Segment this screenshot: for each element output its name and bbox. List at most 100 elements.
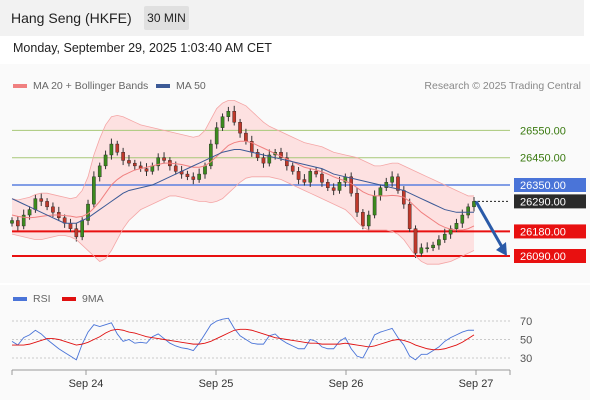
candle [261, 153, 266, 168]
candle-up [431, 244, 435, 249]
candle-down [244, 132, 248, 142]
rsi-line [11, 317, 474, 361]
candle-up [419, 247, 424, 254]
candle [431, 241, 435, 252]
candle [366, 210, 371, 231]
ma50-line [11, 149, 474, 224]
candle-up [209, 143, 213, 167]
candle [290, 162, 295, 175]
candle [308, 168, 313, 187]
bb-upper-line [11, 99, 474, 201]
chart-header: Hang Seng (HKFE) 30 MIN [0, 0, 584, 36]
candle-down [232, 111, 237, 123]
legend-9ma: 9MA [62, 293, 104, 305]
candle [209, 139, 213, 170]
candle-down [16, 220, 20, 227]
timeframe-button[interactable]: 30 MIN [144, 6, 189, 30]
candle-down [331, 187, 336, 191]
candle-down [314, 171, 318, 175]
candle-up [308, 171, 313, 183]
candle-down [162, 157, 166, 161]
level-label-text: 26090.00 [520, 251, 566, 263]
research-credit: Research © 2025 Trading Central [424, 80, 581, 92]
level-label-26090: 26090.00 [514, 249, 586, 263]
candle-up [197, 173, 201, 180]
candle-up [442, 233, 447, 240]
level-label-26290: 26290.00 [514, 194, 586, 209]
level-label-bg [514, 178, 586, 192]
candle-down [238, 121, 242, 134]
candle [226, 106, 231, 122]
candle [296, 166, 301, 185]
candle [361, 209, 365, 230]
candle-up [437, 239, 441, 246]
instrument-title: Hang Seng (HKFE) [11, 10, 132, 26]
candle-down [361, 212, 365, 227]
candle-up [103, 154, 108, 167]
candle-down [279, 152, 283, 158]
x-tick-label: Sep 26 [329, 378, 364, 390]
candle [109, 138, 114, 160]
candle-down [121, 152, 125, 161]
candle-up [425, 247, 430, 250]
candle-down [255, 152, 260, 158]
legend-ma20: MA 20 + Bollinger Bands [13, 80, 148, 92]
candle [16, 216, 20, 231]
candle [407, 198, 412, 232]
candle [425, 242, 430, 253]
rsi-9ma-line [12, 328, 475, 351]
candle [97, 162, 102, 182]
level-label-text: 26350.00 [520, 180, 566, 192]
candle-down [68, 223, 73, 229]
candle-down [191, 176, 196, 180]
candle [156, 153, 161, 171]
candle [355, 187, 359, 217]
candle-down [173, 165, 178, 172]
legend-ma50-label: MA 50 [176, 80, 206, 92]
candle-down [115, 143, 120, 153]
rsi-tick-50: 50 [520, 335, 532, 347]
candle [185, 170, 190, 181]
candle [51, 202, 55, 217]
candle-down [144, 168, 149, 172]
candle-down [355, 192, 359, 213]
candle [267, 149, 272, 167]
candle-up [203, 165, 207, 175]
candle [144, 163, 149, 176]
candle [103, 150, 108, 170]
candle [238, 118, 242, 138]
candle-up [80, 220, 84, 238]
rsi-swatch [13, 297, 27, 301]
legend-rsi: RSI [13, 293, 51, 305]
candle-down [133, 162, 137, 167]
candle [255, 148, 260, 161]
candle-down [290, 165, 295, 172]
candle [314, 166, 318, 178]
candle-up [366, 214, 371, 227]
candle [21, 209, 26, 230]
candle-down [261, 157, 266, 164]
candle-up [97, 165, 102, 178]
candle [390, 171, 394, 187]
candle [133, 159, 137, 171]
candle-down [302, 179, 307, 183]
x-tick-label: Sep 25 [199, 378, 234, 390]
candle [232, 105, 237, 126]
candle [121, 147, 125, 166]
forecast-arrow-shaft [474, 200, 504, 248]
level-label-text: 26290.00 [520, 196, 566, 208]
candle [337, 176, 342, 194]
candle [472, 197, 476, 212]
candle [285, 152, 289, 171]
candle-up [33, 198, 38, 210]
level-label-text: 26450.00 [520, 153, 566, 165]
candle-down [45, 201, 49, 208]
candle [384, 177, 389, 192]
x-tick-label: Sep 27 [459, 378, 494, 390]
legend-rsi-label: RSI [33, 293, 51, 305]
candle-up [27, 209, 32, 216]
legend-ma50: MA 50 [156, 80, 206, 92]
candle-up [337, 182, 342, 191]
candle [220, 113, 225, 131]
